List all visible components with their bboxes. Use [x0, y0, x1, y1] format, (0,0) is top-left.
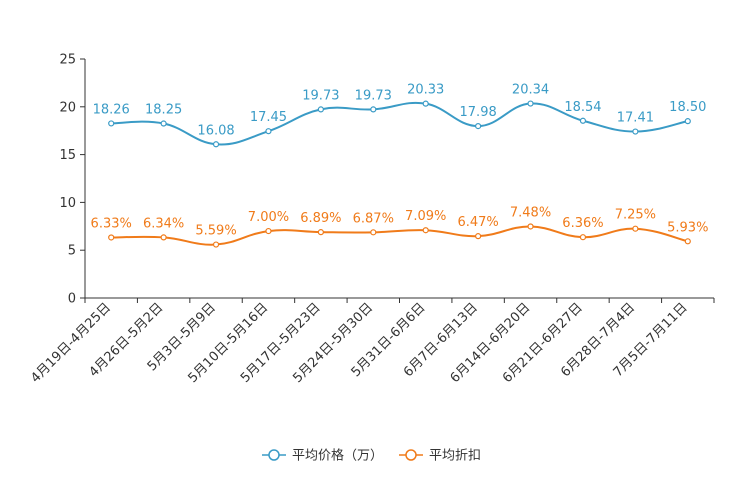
data-point[interactable]	[108, 234, 115, 241]
y-axis: 0 5 10 15 20 25	[59, 53, 86, 307]
data-label: 6.47%	[457, 215, 498, 230]
data-point[interactable]	[684, 118, 691, 125]
data-label: 7.09%	[405, 209, 446, 224]
data-label: 18.50	[669, 100, 706, 115]
y-tick-label: 20	[59, 100, 76, 115]
data-point[interactable]	[370, 229, 377, 236]
legend[interactable]: 平均价格（万） 平均折扣	[262, 448, 481, 464]
y-tick-label: 15	[59, 148, 76, 163]
data-label: 6.36%	[562, 216, 603, 231]
data-label: 18.26	[93, 102, 130, 117]
data-point[interactable]	[108, 120, 115, 127]
data-label: 6.33%	[91, 216, 132, 231]
data-label: 19.73	[355, 88, 392, 103]
data-label: 6.87%	[353, 211, 394, 226]
data-point[interactable]	[684, 238, 691, 245]
data-point[interactable]	[160, 120, 167, 127]
data-point[interactable]	[579, 117, 587, 124]
data-label: 17.41	[617, 111, 654, 126]
data-point[interactable]	[317, 229, 324, 236]
data-label: 19.73	[302, 88, 339, 103]
data-point[interactable]	[160, 234, 167, 241]
data-point[interactable]	[475, 123, 482, 130]
legend-marker-icon	[268, 449, 280, 461]
data-label: 20.33	[407, 83, 444, 98]
data-label: 20.34	[512, 83, 549, 98]
data-label: 5.93%	[667, 220, 708, 235]
data-point[interactable]	[422, 100, 429, 107]
data-label: 5.59%	[195, 224, 236, 239]
data-point[interactable]	[527, 100, 534, 107]
data-label: 7.48%	[510, 205, 551, 220]
y-tick-label: 5	[68, 244, 76, 259]
y-tick-label: 0	[68, 292, 76, 307]
data-label: 6.89%	[300, 211, 341, 226]
legend-marker-icon	[405, 449, 417, 461]
data-label: 17.98	[460, 105, 497, 120]
data-point[interactable]	[475, 233, 482, 240]
legend-item-avg-discount[interactable]: 平均折扣	[399, 449, 481, 464]
series-line	[111, 225, 689, 246]
series-layer: 18.26 18.25 16.08 17.45 19.73 19.73 20.33 17.98…	[91, 83, 708, 248]
series-avg-discount: 6.33% 6.34% 5.59% 7.00% 6.89% 6.87% 7.09% 6.47%…	[91, 205, 708, 248]
data-point[interactable]	[632, 128, 639, 135]
data-point[interactable]	[632, 225, 639, 232]
y-tick-label: 10	[59, 196, 76, 211]
data-label: 6.34%	[143, 216, 184, 231]
data-point[interactable]	[265, 227, 272, 235]
legend-label: 平均价格（万）	[292, 448, 383, 464]
data-label: 18.25	[145, 103, 182, 118]
data-point[interactable]	[422, 227, 429, 234]
data-label: 16.08	[197, 123, 234, 138]
data-label: 7.00%	[248, 210, 289, 225]
y-tick-label: 25	[59, 53, 76, 68]
data-label: 7.25%	[615, 208, 656, 223]
data-point[interactable]	[317, 106, 324, 113]
data-point[interactable]	[527, 223, 534, 230]
data-label: 18.54	[564, 100, 601, 115]
data-point[interactable]	[265, 128, 272, 135]
legend-label: 平均折扣	[429, 449, 481, 464]
data-label: 17.45	[250, 110, 287, 125]
x-axis: 4月19日-4月25日4月26日-5月2日5月3日-5月9日5月10日-5月16…	[28, 297, 715, 386]
data-point[interactable]	[212, 141, 220, 148]
legend-item-avg-price[interactable]: 平均价格（万）	[262, 448, 383, 464]
data-point[interactable]	[579, 234, 587, 241]
data-point[interactable]	[370, 106, 377, 113]
series-avg-price: 18.26 18.25 16.08 17.45 19.73 19.73 20.33 17.98…	[93, 83, 706, 148]
data-point[interactable]	[212, 241, 220, 248]
